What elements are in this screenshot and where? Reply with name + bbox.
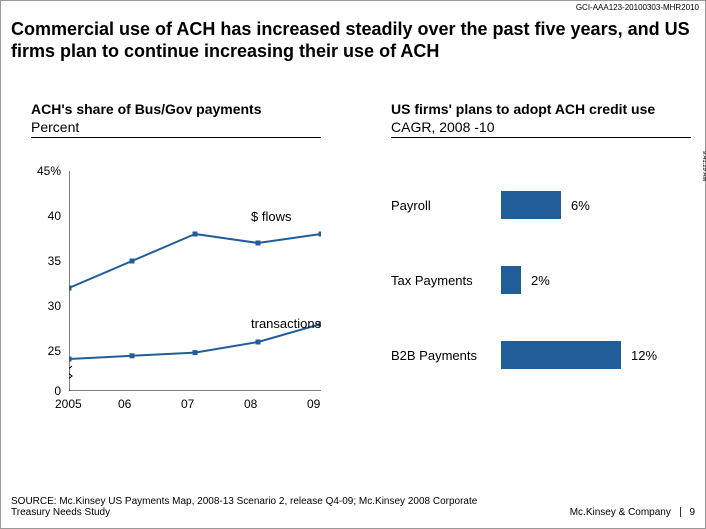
bar-label: Tax Payments [391,273,501,288]
series-label-flows: $ flows [251,209,291,224]
x-tick: 09 [307,397,320,411]
x-tick: 07 [181,397,194,411]
right-chart-unit: CAGR, 2008 -10 [391,119,495,135]
slide-title: Commercial use of ACH has increased stea… [11,19,695,62]
y-tick: 0 [31,384,61,398]
y-tick: 35 [31,254,61,268]
presentation-slide: GCI-AAA123-20100303-MHR2010 Commercial u… [0,0,706,529]
y-tick: 40 [31,209,61,223]
bar-row: Payroll 6% [391,191,691,219]
series-label-transactions: transactions [251,316,321,331]
y-tick: 25 [31,344,61,358]
x-tick: 08 [244,397,257,411]
y-tick: 45% [31,164,61,178]
right-chart-title: US firms' plans to adopt ACH credit use [391,101,655,117]
line-svg [69,171,321,391]
left-underline [31,137,321,138]
y-tick: 30 [31,299,61,313]
bar-value: 6% [571,198,590,213]
bar [501,191,561,219]
bar [501,341,621,369]
bar-label: Payroll [391,198,501,213]
footer: Mc.Kinsey & Company 9 [570,507,695,518]
bar-value: 2% [531,273,550,288]
left-chart-unit: Percent [31,119,79,135]
bar-chart: Payroll 6% Tax Payments 2% B2B Payments 12% [391,151,691,411]
left-chart-title: ACH's share of Bus/Gov payments [31,101,262,117]
line-chart: 0 25 30 35 40 45% 2005 06 07 08 09 $ flows transa… [31,151,331,411]
doc-id: GCI-AAA123-20100303-MHR2010 [576,3,699,12]
bar-row: Tax Payments 2% [391,266,691,294]
bar-row: B2B Payments 12% [391,341,691,369]
plot-area: $ flows transactions [69,171,321,391]
footer-separator [680,507,681,517]
footer-company: Mc.Kinsey & Company [570,507,671,518]
page-number: 9 [689,507,695,518]
x-tick: 06 [118,397,131,411]
bar-label: B2B Payments [391,348,501,363]
x-tick: 2005 [55,397,82,411]
bar-value: 12% [631,348,657,363]
bar [501,266,521,294]
source-text: SOURCE: Mc.Kinsey US Payments Map, 2008-… [11,496,511,518]
right-underline [391,137,691,138]
